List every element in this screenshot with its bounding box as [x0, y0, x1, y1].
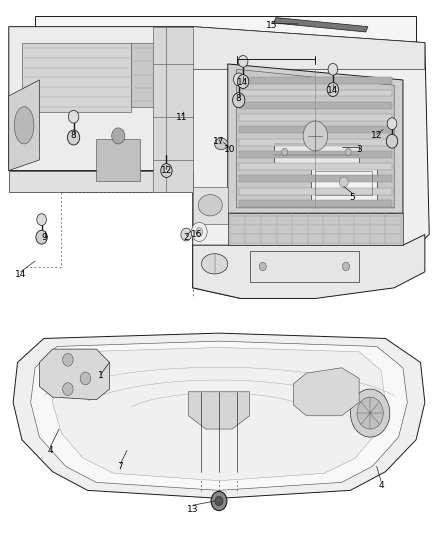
Text: 2: 2	[184, 233, 189, 241]
Text: 8: 8	[71, 132, 77, 140]
Circle shape	[339, 177, 348, 188]
Text: 16: 16	[191, 230, 203, 239]
Text: 17: 17	[213, 137, 225, 146]
Polygon shape	[22, 43, 131, 112]
Polygon shape	[131, 43, 175, 107]
Polygon shape	[9, 171, 193, 192]
Circle shape	[191, 222, 207, 241]
Ellipse shape	[201, 254, 228, 274]
Polygon shape	[193, 27, 429, 298]
Circle shape	[327, 83, 339, 96]
Circle shape	[161, 164, 172, 177]
Polygon shape	[39, 349, 110, 400]
Circle shape	[37, 214, 46, 225]
Bar	[315, 171, 372, 195]
Text: 12: 12	[161, 166, 172, 175]
Polygon shape	[239, 77, 392, 84]
Polygon shape	[239, 114, 392, 121]
Polygon shape	[237, 69, 394, 208]
Circle shape	[259, 262, 266, 271]
Text: 12: 12	[371, 132, 382, 140]
Circle shape	[211, 491, 227, 511]
Polygon shape	[239, 200, 392, 207]
Circle shape	[303, 121, 328, 151]
Polygon shape	[188, 392, 250, 429]
Text: 11: 11	[176, 113, 187, 122]
Circle shape	[80, 372, 91, 385]
Circle shape	[36, 230, 47, 244]
Polygon shape	[239, 126, 392, 133]
Circle shape	[282, 148, 288, 156]
Text: 10: 10	[224, 145, 236, 154]
Polygon shape	[9, 27, 193, 171]
Polygon shape	[239, 188, 392, 195]
Polygon shape	[31, 341, 407, 490]
Text: 14: 14	[327, 86, 339, 95]
Circle shape	[343, 262, 350, 271]
Text: 9: 9	[42, 233, 48, 241]
Polygon shape	[293, 368, 359, 416]
Circle shape	[387, 118, 397, 130]
Polygon shape	[228, 213, 403, 245]
Text: 5: 5	[350, 193, 356, 201]
Polygon shape	[193, 27, 425, 69]
Circle shape	[196, 228, 203, 236]
Circle shape	[63, 383, 73, 395]
Text: 3: 3	[356, 145, 362, 154]
Polygon shape	[239, 139, 392, 146]
Polygon shape	[193, 235, 425, 298]
Ellipse shape	[14, 107, 34, 144]
Circle shape	[215, 496, 223, 506]
Circle shape	[237, 75, 249, 88]
Polygon shape	[239, 90, 392, 96]
Polygon shape	[239, 163, 392, 170]
Polygon shape	[239, 151, 392, 158]
Polygon shape	[9, 80, 39, 171]
Circle shape	[233, 73, 244, 86]
Polygon shape	[96, 139, 140, 181]
Text: 4: 4	[48, 446, 53, 455]
Polygon shape	[250, 251, 359, 282]
Circle shape	[112, 128, 125, 144]
Circle shape	[386, 134, 398, 148]
Text: 8: 8	[236, 94, 242, 103]
Text: 4: 4	[378, 481, 384, 489]
Circle shape	[345, 148, 351, 156]
Text: 14: 14	[237, 78, 249, 87]
Circle shape	[68, 110, 79, 123]
Text: 1: 1	[98, 372, 104, 380]
Polygon shape	[274, 139, 359, 165]
Text: 13: 13	[187, 505, 198, 513]
Text: 7: 7	[117, 462, 124, 471]
Polygon shape	[53, 348, 385, 481]
Polygon shape	[228, 64, 403, 213]
Polygon shape	[13, 333, 425, 498]
Circle shape	[357, 397, 383, 429]
Polygon shape	[274, 18, 368, 32]
Circle shape	[350, 389, 390, 437]
Circle shape	[328, 63, 338, 75]
Ellipse shape	[215, 138, 228, 150]
Polygon shape	[239, 175, 392, 182]
Circle shape	[181, 228, 191, 241]
Circle shape	[63, 353, 73, 366]
Text: 14: 14	[15, 270, 26, 279]
Polygon shape	[153, 27, 193, 192]
Circle shape	[233, 93, 245, 108]
Text: 15: 15	[266, 21, 277, 29]
Polygon shape	[239, 102, 392, 109]
Ellipse shape	[198, 195, 222, 216]
Polygon shape	[35, 16, 416, 69]
Polygon shape	[193, 187, 228, 224]
Polygon shape	[311, 165, 377, 200]
Circle shape	[67, 130, 80, 145]
Circle shape	[238, 55, 248, 67]
